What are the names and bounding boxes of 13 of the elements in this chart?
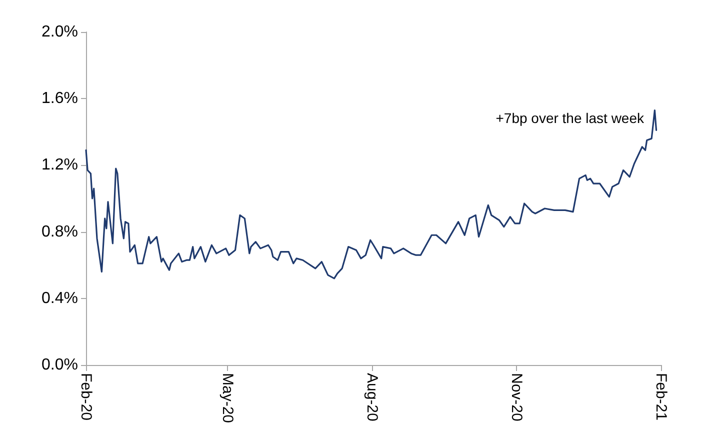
y-tick-label: 0.4%	[42, 290, 78, 307]
line-series	[85, 109, 658, 280]
x-tick-label: Feb-20	[78, 373, 94, 421]
x-tick-label: Aug-20	[363, 373, 380, 422]
x-tick-label: Feb-21	[652, 373, 670, 421]
x-tick-label: May-20	[218, 373, 236, 424]
y-tick-label: 2.0%	[42, 24, 78, 40]
y-tick-label: 1.6%	[42, 90, 78, 108]
annotation: +7bp over the last week	[496, 110, 645, 126]
y-tick-label: 0.0%	[42, 356, 78, 374]
y-tick-label: 0.8%	[42, 223, 78, 240]
y-tick-label: 1.2%	[42, 156, 78, 174]
x-tick-label: Nov-20	[508, 373, 525, 422]
